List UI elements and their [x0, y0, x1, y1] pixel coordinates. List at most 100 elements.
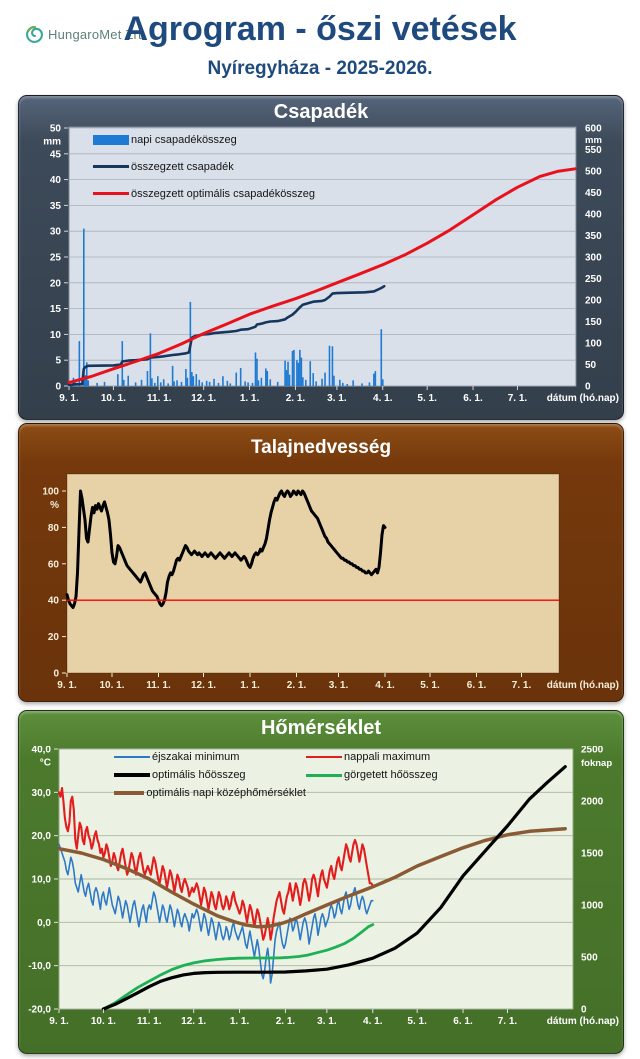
right-axis-label: 0 [585, 382, 591, 393]
cumulative-precip-line [67, 284, 386, 387]
left-axis-label: 60 [48, 559, 60, 570]
daily-precip-bar [342, 382, 344, 386]
left-axis-unit: °C [40, 758, 51, 769]
daily-precip-bar [85, 362, 88, 386]
daily-precip-bar [134, 382, 137, 386]
optimal-precip-line [67, 167, 577, 385]
x-axis-tick-label: 2. 1. [276, 1016, 296, 1027]
daily-precip-bar [222, 376, 224, 386]
legend-swatch [114, 773, 150, 777]
daily-precip-bar [87, 380, 90, 386]
left-axis-label: 30,0 [32, 788, 52, 799]
left-axis-label: 20 [50, 278, 62, 289]
legend-item: összegzett csapadék [93, 153, 315, 180]
x-axis-title: dátum (hó.nap) [547, 1016, 619, 1027]
left-axis-label: 5 [55, 356, 61, 367]
daily-precip-bar [296, 360, 298, 386]
x-axis-title: dátum (hó.nap) [547, 393, 619, 404]
x-axis-tick-label: 3. 1. [327, 393, 347, 404]
daily-precip-bar [251, 382, 254, 386]
legend-item: optimális napi középhőmérséklet [114, 784, 306, 802]
x-axis-tick-label: 11. 1. [137, 1016, 162, 1027]
legend-label: optimális hőösszeg [152, 769, 246, 781]
right-axis-label: 100 [585, 339, 602, 350]
legend-swatch [114, 791, 145, 795]
legend-swatch [306, 755, 342, 759]
precipitation-panel: Csapadék napi csapadékösszeg összegzett c… [18, 95, 624, 420]
daily-precip-bar [305, 379, 307, 386]
daily-precip-bar [154, 382, 156, 386]
x-axis-tick-label: 12. 1. [181, 1016, 206, 1027]
x-axis-tick-label: 4. 1. [375, 680, 395, 691]
soil-moisture-title: Talajnedvesség [250, 437, 392, 458]
x-axis-tick-label: 6. 1. [467, 680, 487, 691]
right-axis-label: 400 [585, 210, 602, 221]
daily-precip-bar [149, 333, 152, 386]
x-axis-tick-label: 11. 1. [147, 393, 172, 404]
daily-precip-bar [256, 358, 258, 386]
daily-precip-bar [157, 376, 159, 386]
x-axis-tick-label: 6. 1. [463, 393, 483, 404]
temperature-chart: 40,0 30,0 20,0 10,0 0,0 -10,0 -20,0 °C 2500 2000 1… [28, 746, 619, 1027]
right-axis-label: 350 [585, 231, 602, 242]
daily-precip-bar [162, 379, 165, 386]
x-axis-tick-label: 11. 1. [146, 680, 171, 691]
left-axis-label: 10 [50, 330, 62, 341]
x-axis-tick-label: 1. 1. [230, 1016, 250, 1027]
daily-precip-bar [217, 382, 220, 386]
hungaromet-logo: HungaroMet Zrt. [24, 24, 146, 45]
x-axis-tick-label: 9. 1. [57, 680, 77, 691]
right-axis-label: 600 [585, 124, 602, 135]
x-axis-tick-label: 10. 1. [101, 393, 126, 404]
x-axis-tick-label: 12. 1. [191, 680, 216, 691]
daily-precip-bar [266, 371, 269, 386]
right-axis-label: 0 [581, 1005, 587, 1016]
daily-precip-bar [122, 379, 125, 386]
left-axis-label: 10,0 [32, 875, 52, 886]
x-axis-tick-label: 10. 1. [99, 680, 124, 691]
legend-label: összegzett csapadék [131, 160, 234, 173]
legend-swatch [93, 192, 129, 195]
daily-precip-bar [361, 383, 363, 386]
x-axis-tick-label: 2. 1. [287, 680, 307, 691]
left-axis-label: 0 [55, 382, 61, 393]
daily-precip-bar [176, 380, 178, 386]
x-axis-tick-label: 7. 1. [512, 680, 532, 691]
right-axis-label: 2000 [581, 797, 604, 808]
left-axis-label: 20 [48, 632, 60, 643]
daily-precip-bar [284, 360, 286, 386]
daily-precip-bar [198, 379, 201, 386]
daily-precip-bar [331, 346, 334, 386]
right-axis-label: 550 [585, 145, 602, 156]
legend-item: nappali maximum [306, 748, 438, 766]
daily-precip-bar [333, 375, 335, 386]
plot-background [68, 126, 577, 387]
left-axis-label: 35 [50, 201, 62, 212]
daily-precip-bar [352, 380, 354, 386]
daily-precip-bar [288, 374, 291, 386]
x-axis-tick-label: 9. 1. [49, 1016, 69, 1027]
right-axis-label: 1500 [581, 849, 604, 860]
daily-precip-bar [247, 382, 249, 386]
left-axis-label: 100 [42, 487, 59, 498]
logo-text: HungaroMet Zrt. [48, 27, 146, 42]
left-axis-label: 40 [50, 175, 62, 186]
daily-precip-bar [291, 350, 294, 386]
daily-precip-bar [276, 381, 279, 386]
left-axis-label: 20,0 [32, 831, 52, 842]
x-axis-tick-label: 5. 1. [420, 680, 440, 691]
x-axis-tick-label: 4. 1. [373, 393, 393, 404]
x-axis-tick-label: 5. 1. [407, 1016, 427, 1027]
daily-precip-bar [328, 345, 331, 386]
legend-item: éjszakai minimum [114, 748, 306, 766]
daily-precip-bar [192, 376, 195, 386]
daily-precip-bar [257, 380, 260, 386]
optimal-mean-temp-line [57, 826, 567, 929]
legend-item: optimális hőösszeg [114, 766, 306, 784]
right-axis-label: 1000 [581, 901, 604, 912]
legend-label: optimális napi középhőmérséklet [146, 787, 306, 799]
x-axis-tick-label: 9. 1. [59, 393, 79, 404]
daily-precip-bar [171, 365, 174, 386]
temperature-legend: éjszakai minimum nappali maximum optimális… [114, 748, 438, 802]
legend-label: éjszakai minimum [152, 751, 240, 763]
